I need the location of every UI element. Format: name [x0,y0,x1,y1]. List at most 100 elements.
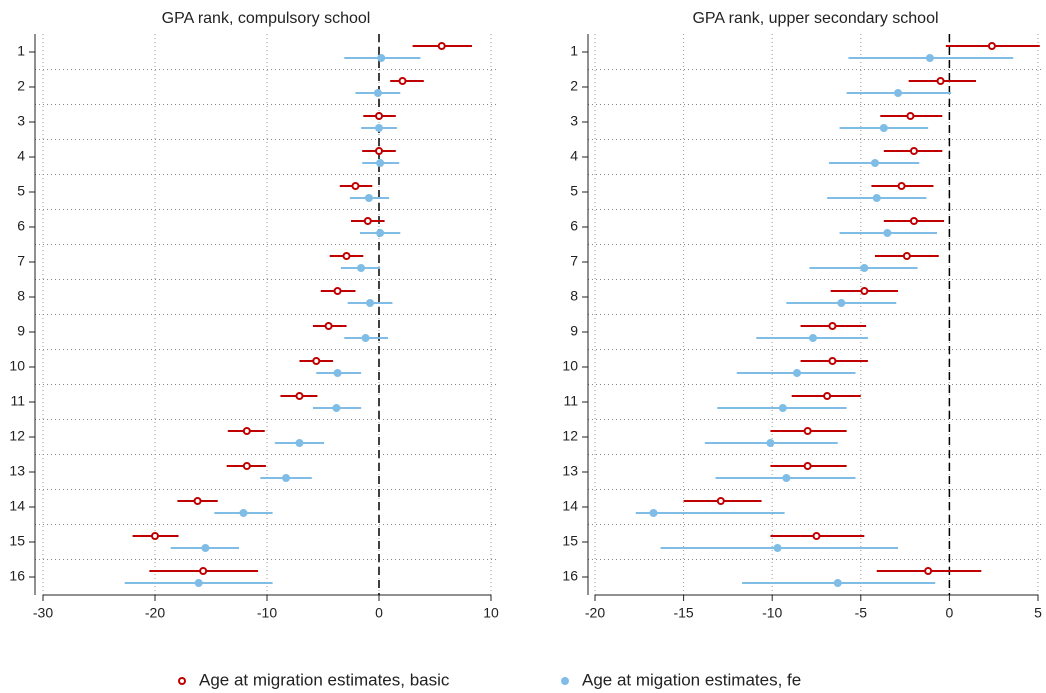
legend-marker [561,677,569,685]
legend-label: Age at migation estimates, fe [582,670,801,689]
point-estimate [375,124,383,132]
x-tick-label: -20 [585,605,605,621]
point-estimate [375,112,383,120]
point-estimate [936,77,945,85]
point-estimate [925,54,934,62]
point-estimate [649,509,658,517]
point-estimate [312,357,321,365]
point-estimate [282,474,291,482]
point-estimate [778,404,787,412]
point-estimate [364,194,373,202]
y-tick-label: 4 [570,148,578,164]
point-estimate [437,42,446,50]
y-tick-label: 8 [570,288,578,304]
y-tick-label: 2 [570,78,578,94]
y-tick-label: 9 [570,323,578,339]
point-estimate [766,439,775,447]
y-tick-label: 16 [562,568,578,584]
point-estimate [324,322,333,330]
point-estimate [803,427,812,435]
point-estimate [793,369,802,377]
y-tick-label: 14 [562,498,578,514]
y-tick-label: 2 [17,78,25,94]
y-tick-label: 3 [570,113,578,129]
y-tick-label: 14 [9,498,25,514]
point-estimate [376,229,385,237]
y-tick-label: 8 [17,288,25,304]
point-estimate [295,392,304,400]
point-estimate [897,182,906,190]
point-estimate [373,89,382,97]
y-tick-label: 10 [9,358,25,374]
point-estimate [242,427,251,435]
x-tick-label: -10 [257,605,277,621]
y-tick-label: 5 [570,183,578,199]
x-tick-label: -10 [762,605,782,621]
point-estimate [242,462,251,470]
y-tick-label: 3 [17,113,25,129]
y-tick-label: 13 [562,463,578,479]
x-tick-label: 10 [483,605,499,621]
point-estimate [872,194,881,202]
point-estimate [363,217,372,225]
y-tick-label: 11 [10,393,25,409]
x-tick-label: 0 [375,605,383,621]
point-estimate [879,124,888,132]
point-estimate [833,579,842,587]
x-tick-label: 0 [946,605,954,621]
x-tick-label: -20 [145,605,165,621]
point-estimate [823,392,832,400]
point-estimate [239,509,248,517]
point-estimate [803,462,812,470]
point-estimate [342,252,351,260]
point-estimate [773,544,782,552]
point-estimate [193,497,202,505]
point-estimate [909,217,918,225]
legend-marker [178,677,186,685]
y-tick-label: 10 [562,358,578,374]
point-estimate [361,334,370,342]
point-estimate [828,357,837,365]
y-tick-label: 1 [570,43,578,59]
point-estimate [375,147,383,155]
point-estimate [808,334,817,342]
x-tick-label: -30 [33,605,53,621]
y-tick-label: 16 [9,568,25,584]
point-estimate [894,89,903,97]
point-estimate [194,579,203,587]
y-tick-label: 7 [570,253,578,269]
legend-label: Age at migration estimates, basic [199,670,450,689]
panel-title: GPA rank, compulsory school [162,10,371,27]
point-estimate [860,287,869,295]
point-estimate [357,264,366,272]
y-tick-label: 9 [17,323,25,339]
y-tick-label: 11 [563,393,578,409]
x-tick-label: 5 [1034,605,1042,621]
point-estimate [398,77,407,85]
point-estimate [366,299,375,307]
point-estimate [828,322,837,330]
x-tick-label: -15 [673,605,693,621]
point-estimate [883,229,892,237]
y-tick-label: 12 [562,428,578,444]
point-estimate [295,439,304,447]
y-tick-label: 5 [17,183,25,199]
point-estimate [902,252,911,260]
y-tick-label: 6 [17,218,25,234]
point-estimate [782,474,791,482]
point-estimate [812,532,821,540]
panel-title: GPA rank, upper secondary school [692,10,938,27]
point-estimate [201,544,210,552]
x-tick-label: -5 [855,605,868,621]
point-estimate [860,264,869,272]
y-tick-label: 13 [9,463,25,479]
point-estimate [333,369,342,377]
point-estimate [870,159,879,167]
y-tick-label: 12 [9,428,25,444]
point-estimate [333,287,342,295]
y-tick-label: 7 [17,253,25,269]
y-tick-label: 1 [17,43,25,59]
point-estimate [376,159,385,167]
point-estimate [924,567,933,575]
